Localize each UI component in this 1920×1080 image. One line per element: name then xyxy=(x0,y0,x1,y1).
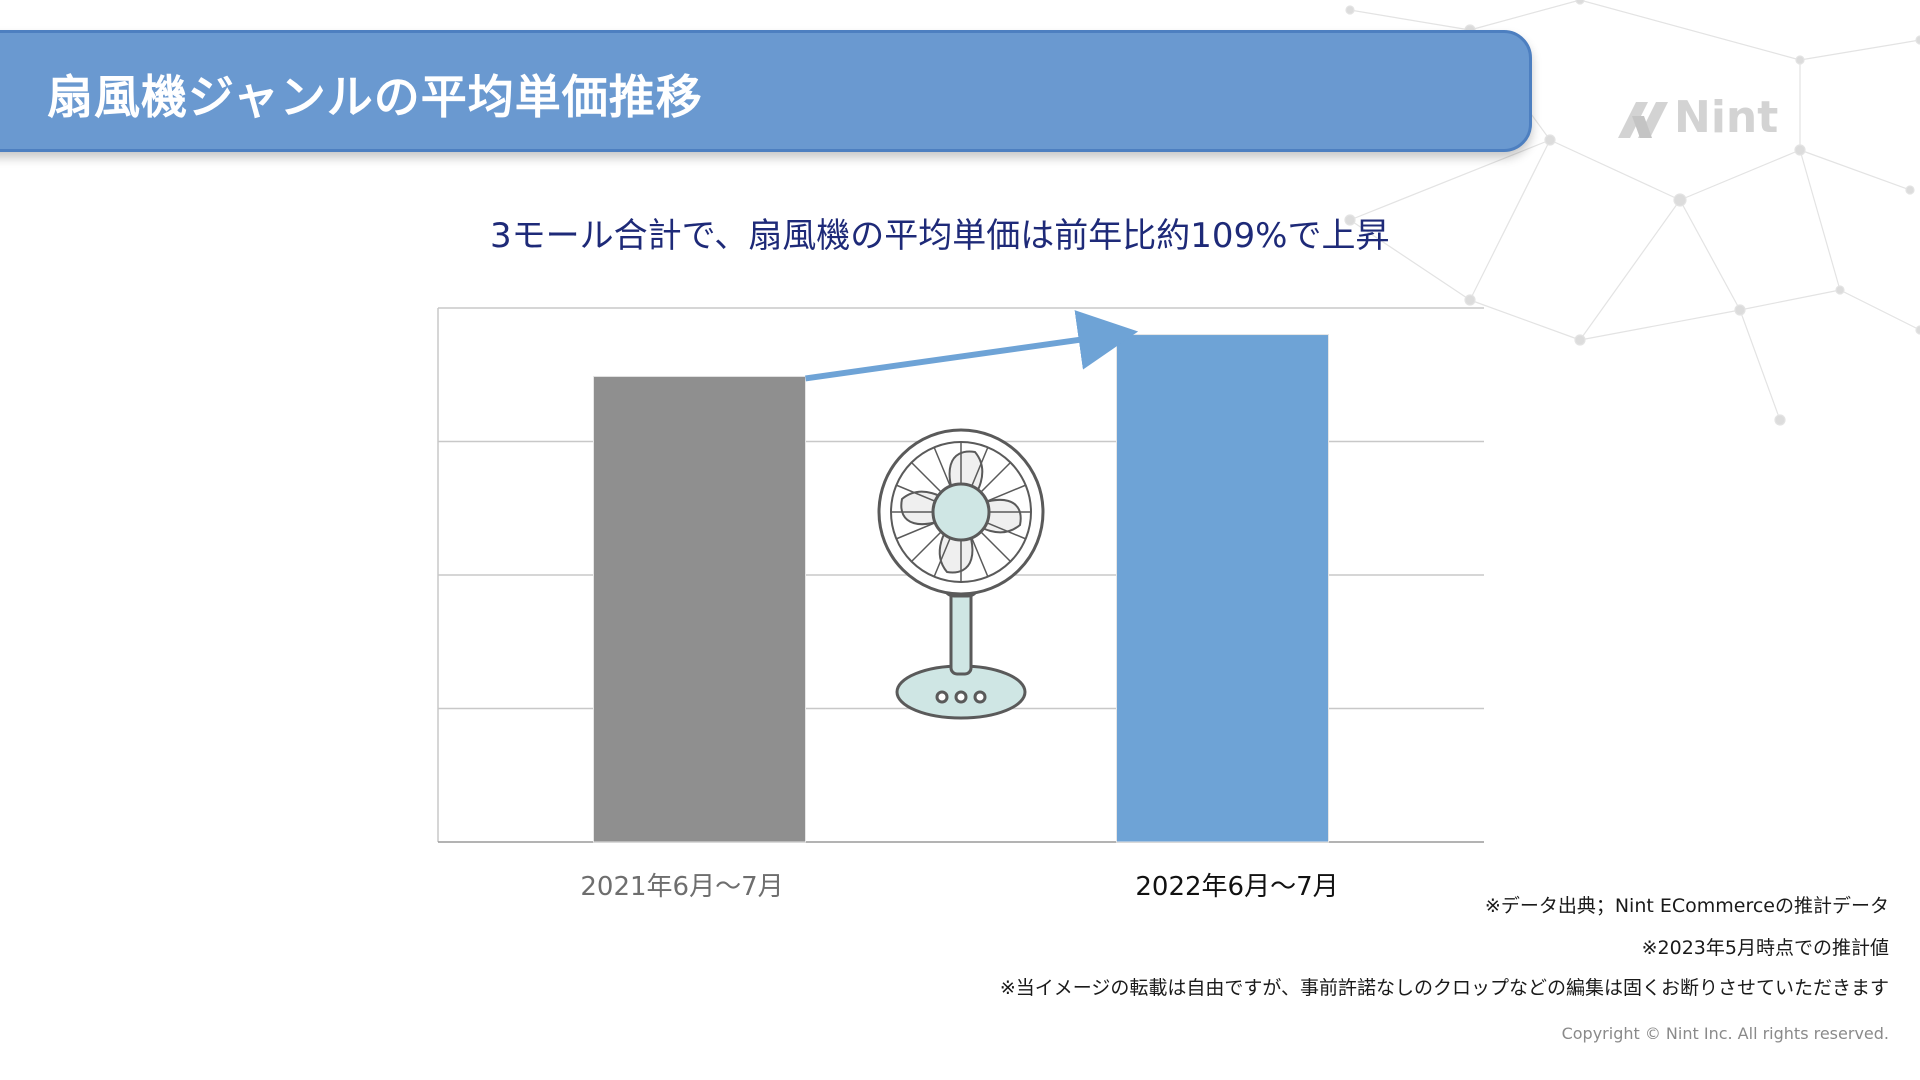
copyright-notice: Copyright © Nint Inc. All rights reserve… xyxy=(1561,1024,1889,1043)
footnote-data-source: ※データ出典；Nint ECommerceの推計データ xyxy=(1484,895,1889,917)
nint-logo-text: Nint xyxy=(1674,92,1779,143)
bar-0 xyxy=(593,375,806,843)
chart-subtitle: 3モール合計で、扇風機の平均単価は前年比約109%で上昇 xyxy=(490,216,1390,256)
x-tick-label-2022: 2022年6月〜7月 xyxy=(1135,872,1339,902)
x-tick-label-2021: 2021年6月〜7月 xyxy=(580,872,784,902)
increase-arrow xyxy=(805,310,1139,382)
chart-bars xyxy=(593,334,1329,843)
nint-logo-icon xyxy=(1618,102,1668,138)
title-banner: 扇風機ジャンルの平均単価推移 xyxy=(0,30,1532,152)
nint-logo: Nint xyxy=(1614,92,1794,146)
footnote-usage-terms: ※当イメージの転載は自由ですが、事前許諾なしのクロップなどの編集は固くお断りさせ… xyxy=(999,977,1889,999)
network-background xyxy=(1344,0,1920,426)
footnote-estimate-date: ※2023年5月時点での推計値 xyxy=(1641,937,1889,959)
electric-fan-illustration xyxy=(877,428,1045,720)
page-title: 扇風機ジャンルの平均単価推移 xyxy=(47,70,703,124)
bar-1 xyxy=(1116,334,1329,843)
